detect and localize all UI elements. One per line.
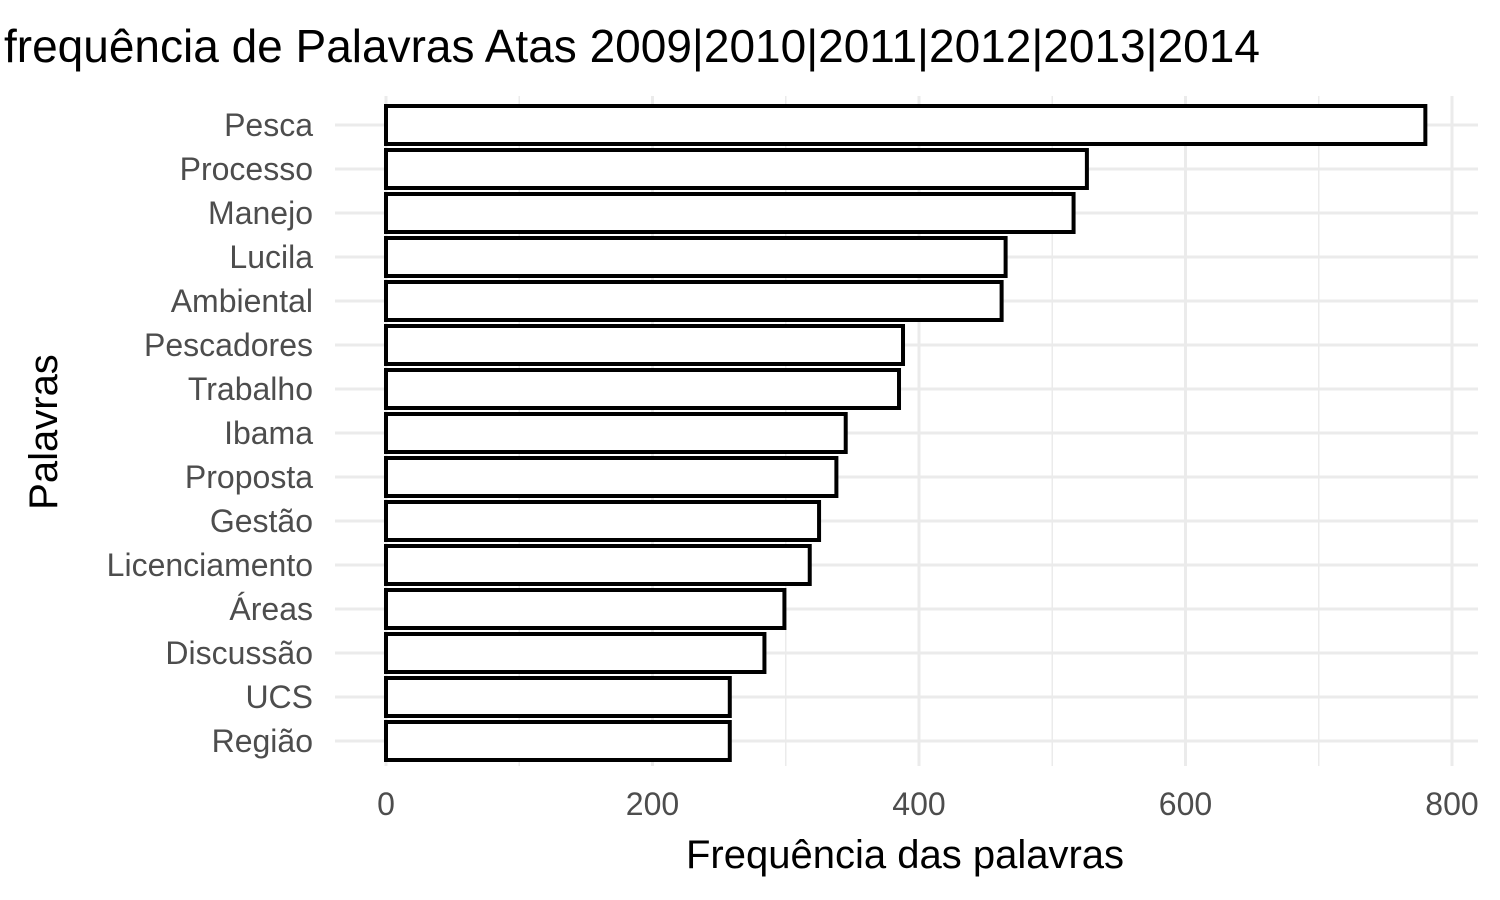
bar: [384, 456, 839, 498]
y-tick-label: Ibama: [224, 415, 313, 451]
y-tick-label: Pesca: [224, 107, 313, 143]
x-tick-label: 200: [626, 786, 679, 822]
bar: [384, 236, 1008, 278]
x-axis-tick-labels: 0 200 400 600 800: [377, 786, 1479, 822]
y-tick-label: Manejo: [208, 195, 313, 231]
bars: [384, 104, 1428, 762]
y-tick-label: Ambiental: [171, 283, 313, 319]
chart-title: frequência de Palavras Atas 2009|2010|20…: [4, 20, 1260, 72]
bar: [384, 324, 906, 366]
y-tick-label: Pescadores: [144, 327, 313, 363]
y-tick-label: Licenciamento: [107, 547, 313, 583]
bar: [384, 720, 732, 762]
y-tick-label: Gestão: [210, 503, 313, 539]
bar: [384, 280, 1004, 322]
y-axis-title: Palavras: [22, 354, 66, 510]
bar: [384, 368, 902, 410]
bar: [384, 588, 787, 630]
x-axis-title: Frequência das palavras: [686, 833, 1124, 877]
bar: [384, 192, 1076, 234]
y-tick-label: Trabalho: [188, 371, 313, 407]
bar: [384, 104, 1428, 146]
y-tick-label: Áreas: [229, 591, 313, 627]
bar: [384, 148, 1089, 190]
x-tick-label: 400: [892, 786, 945, 822]
bar: [384, 500, 822, 542]
x-tick-label: 0: [377, 786, 395, 822]
bar: [384, 676, 732, 718]
x-tick-label: 600: [1159, 786, 1212, 822]
bar: [384, 544, 812, 586]
y-axis-tick-labels: Pesca Processo Manejo Lucila Ambiental Pescad…: [107, 107, 314, 759]
y-tick-label: UCS: [245, 679, 313, 715]
x-tick-label: 800: [1425, 786, 1478, 822]
y-tick-label: Processo: [180, 151, 313, 187]
y-tick-label: Lucila: [229, 239, 313, 275]
y-tick-label: Discussão: [165, 635, 313, 671]
y-tick-label: Proposta: [185, 459, 313, 495]
bar: [384, 412, 848, 454]
y-tick-label: Região: [212, 723, 313, 759]
bar: [384, 632, 767, 674]
